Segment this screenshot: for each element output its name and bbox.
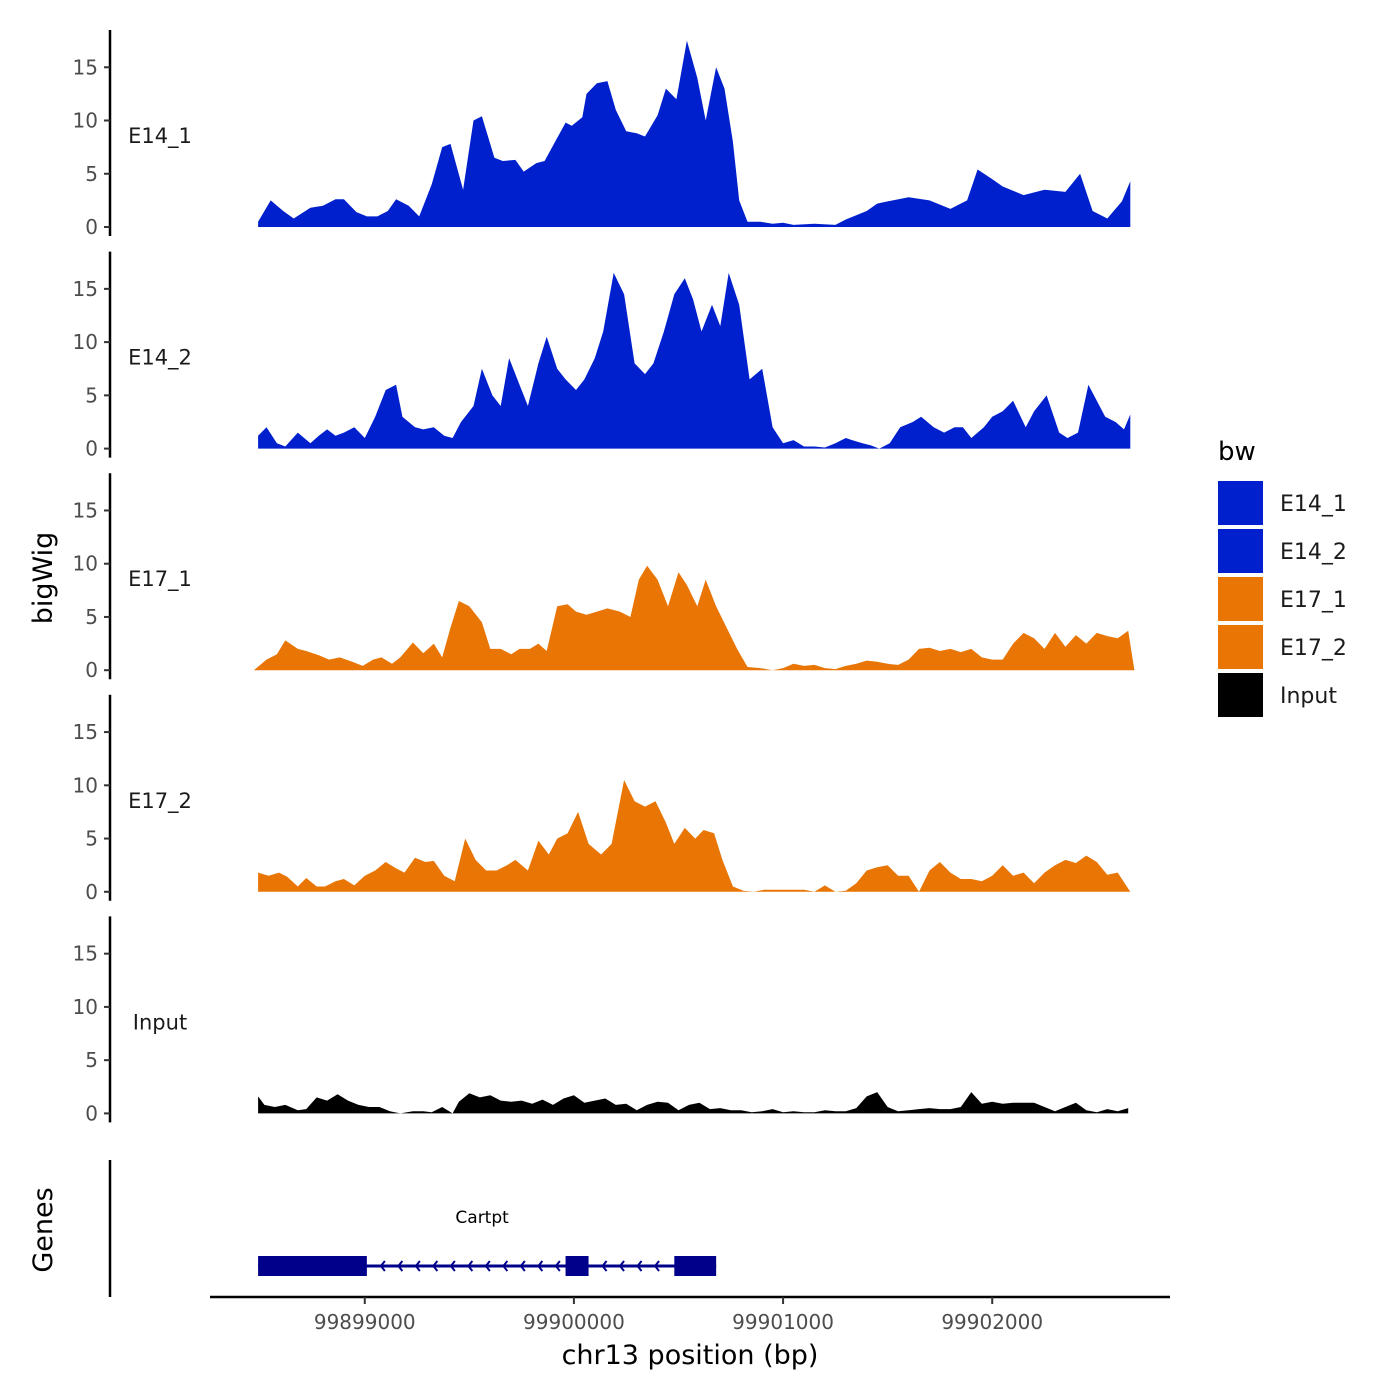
y-tick-label: 10	[73, 995, 98, 1019]
gene-track: Cartpt	[108, 1160, 717, 1297]
strand-arrow	[537, 1260, 544, 1272]
legend: bw E14_1 E14_2 E17_1 E17_2 Input	[1218, 437, 1347, 717]
x-tick-label: 99902000	[941, 1310, 1043, 1334]
y-tick-label: 0	[85, 215, 98, 239]
y-tick-label: 15	[73, 277, 98, 301]
coverage-area-e17_1	[253, 565, 1135, 671]
y-tick-label: 0	[85, 880, 98, 904]
track-e17_2: 0 5 10 15 E17_2	[73, 694, 1131, 904]
legend-swatch	[1218, 577, 1263, 621]
y-tick-label: 0	[85, 1101, 98, 1125]
y-tick-label: 10	[73, 773, 98, 797]
y-tick-label: 15	[73, 720, 98, 744]
track-input: 0 5 10 15 Input	[73, 916, 1129, 1125]
legend-label: Input	[1280, 684, 1337, 709]
track-label: E17_2	[128, 789, 192, 814]
strand-arrow	[554, 1260, 561, 1272]
legend-item: E14_1	[1218, 481, 1347, 525]
y-tick-label: 5	[85, 827, 98, 851]
gene-exon	[674, 1256, 717, 1276]
x-tick-label: 99901000	[732, 1310, 834, 1334]
legend-label: E17_2	[1280, 636, 1347, 661]
legend-swatch	[1218, 625, 1263, 669]
strand-arrow	[519, 1260, 526, 1272]
genes-track-title: Genes	[28, 1187, 59, 1272]
track-e17_1: 0 5 10 15 E17_1	[73, 473, 1135, 682]
y-tick-label: 5	[85, 1048, 98, 1072]
legend-label: E14_2	[1280, 540, 1347, 565]
gene-name-label: Cartpt	[455, 1208, 509, 1228]
y-tick-label: 15	[73, 498, 98, 522]
legend-item: E17_2	[1218, 625, 1347, 669]
x-axis: 99899000 99900000 99901000 99902000	[210, 1295, 1170, 1334]
track-e14_1: 0 5 10 15 E14_1	[73, 30, 1131, 239]
legend-title: bw	[1218, 437, 1256, 467]
y-tick-label: 5	[85, 162, 98, 186]
strand-arrow	[397, 1260, 404, 1272]
gene-exon	[258, 1256, 367, 1276]
x-axis-title: chr13 position (bp)	[562, 1340, 819, 1371]
strand-arrow	[618, 1260, 625, 1272]
legend-label: E17_1	[1280, 588, 1347, 613]
y-tick-label: 0	[85, 658, 98, 682]
track-label: E14_2	[128, 346, 192, 371]
y-tick-label: 10	[73, 552, 98, 576]
strand-arrow	[414, 1260, 421, 1272]
legend-swatch	[1218, 673, 1263, 717]
y-tick-label: 10	[73, 109, 98, 133]
coverage-area-e14_2	[258, 272, 1131, 449]
legend-item: E14_2	[1218, 529, 1347, 573]
track-label: E17_1	[128, 567, 192, 592]
strand-arrow	[449, 1260, 456, 1272]
y-tick-label: 15	[73, 55, 98, 79]
strand-arrow	[432, 1260, 439, 1272]
legend-swatch	[1218, 481, 1263, 525]
coverage-area-input	[258, 1092, 1129, 1114]
x-tick-label: 99899000	[314, 1310, 416, 1334]
track-e14_2: 0 5 10 15 E14_2	[73, 251, 1131, 461]
y-tick-label: 5	[85, 605, 98, 629]
legend-swatch	[1218, 529, 1263, 573]
gene-cartpt: Cartpt	[258, 1208, 717, 1276]
y-tick-label: 15	[73, 942, 98, 966]
track-label: Input	[133, 1010, 187, 1034]
strand-arrow	[653, 1260, 660, 1272]
strand-arrow	[636, 1260, 643, 1272]
x-tick-label: 99900000	[523, 1310, 625, 1334]
strand-arrow	[484, 1260, 491, 1272]
gene-exon	[565, 1256, 589, 1276]
y-axis-title: bigWig	[28, 532, 59, 625]
strand-arrow	[601, 1260, 608, 1272]
coverage-tracks: 0 5 10 15 E14_1 0 5 10 15 E14_2 0 5 10 15 E17_1 0 5 10 15 E…	[73, 30, 1135, 1125]
y-tick-label: 5	[85, 383, 98, 407]
coverage-area-e17_2	[258, 780, 1131, 892]
legend-item: Input	[1218, 673, 1337, 717]
y-tick-label: 10	[73, 330, 98, 354]
track-label: E14_1	[128, 124, 192, 149]
strand-arrow	[379, 1260, 386, 1272]
y-tick-label: 0	[85, 437, 98, 461]
strand-arrow	[467, 1260, 474, 1272]
coverage-area-e14_1	[258, 40, 1131, 227]
legend-label: E14_1	[1280, 492, 1347, 517]
legend-item: E17_1	[1218, 577, 1347, 621]
strand-arrow	[502, 1260, 509, 1272]
